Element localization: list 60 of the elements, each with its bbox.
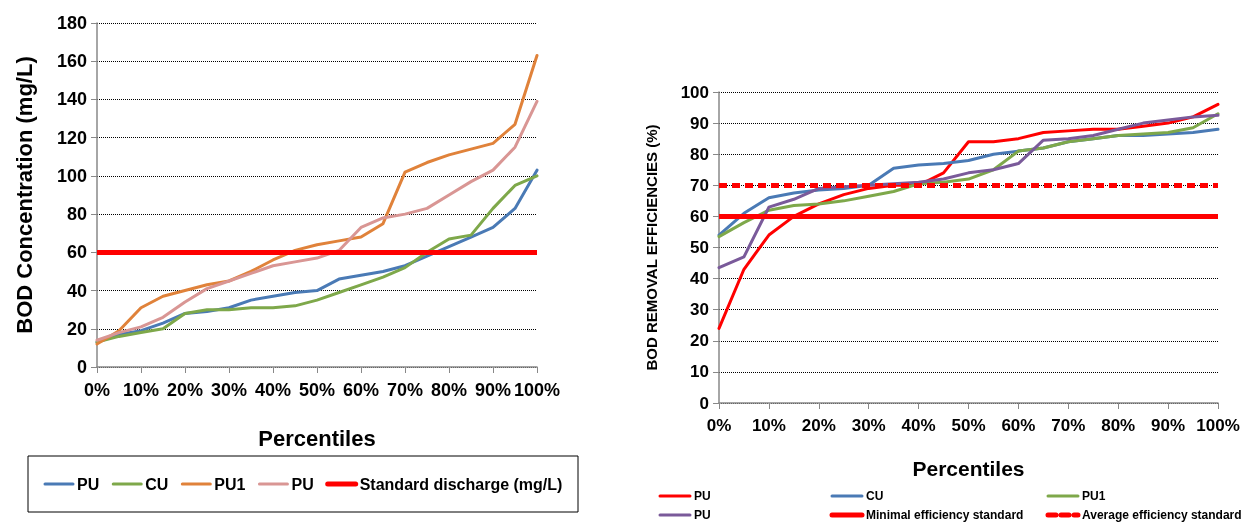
x-tick-label: 20% <box>801 416 836 435</box>
x-tick-label: 100% <box>1196 416 1240 435</box>
x-tick-label: 90% <box>1151 416 1186 435</box>
x-tick-label: 70% <box>1051 416 1086 435</box>
legend-label: PU <box>77 475 100 493</box>
legend-label: Average efficiency standard <box>1082 508 1242 522</box>
y-tick-label: 20 <box>66 318 87 339</box>
x-tick-label: 80% <box>430 380 468 400</box>
x-tick-label: 60% <box>1001 416 1036 435</box>
x-axis-title: Percentiles <box>912 457 1025 480</box>
x-tick-label: 50% <box>298 380 336 400</box>
legend-label: PU <box>694 489 711 503</box>
y-tick-label: 40 <box>66 280 87 301</box>
x-tick-label: 40% <box>901 416 936 435</box>
x-axis-title: Percentiles <box>258 425 376 451</box>
y-tick-label: 70 <box>690 175 709 195</box>
x-tick-label: 100% <box>513 380 561 400</box>
x-tick-label: 40% <box>254 380 292 400</box>
x-tick-label: 80% <box>1101 416 1136 435</box>
y-tick-label: 60 <box>66 242 87 263</box>
x-tick-label: 30% <box>851 416 886 435</box>
y-tick-label: 180 <box>56 13 87 33</box>
y-tick-label: 160 <box>56 51 87 72</box>
legend-label: CU <box>866 489 884 503</box>
x-tick-label: 10% <box>751 416 786 435</box>
y-tick-label: 50 <box>690 238 709 257</box>
y-tick-label: 20 <box>690 331 709 351</box>
x-tick-label: 10% <box>122 380 160 400</box>
y-tick-label: 0 <box>699 393 709 413</box>
y-tick-label: 140 <box>56 89 87 110</box>
x-tick-label: 90% <box>474 380 512 400</box>
y-tick-label: 0 <box>76 357 87 377</box>
line-series <box>717 113 1220 270</box>
x-tick-label: 20% <box>166 380 204 400</box>
x-tick-label: 60% <box>342 380 380 400</box>
y-tick-label: 60 <box>690 206 709 226</box>
line-series <box>95 99 539 342</box>
y-tick-label: 40 <box>690 269 709 289</box>
legend-label: Minimal efficiency standard <box>866 508 1024 522</box>
x-tick-label: 30% <box>210 380 248 400</box>
y-axis-title: BOD REMOVAL EFFICIENCIES (%) <box>643 124 660 371</box>
y-tick-label: 80 <box>66 204 87 225</box>
legend-label: PU1 <box>214 475 246 493</box>
y-tick-label: 120 <box>56 127 87 148</box>
y-axis-title: BOD Concentration (mg/L) <box>11 56 37 334</box>
legend-label: PU1 <box>1082 489 1106 503</box>
legend-label: Standard discharge (mg/L) <box>359 475 563 493</box>
y-tick-label: 80 <box>690 144 709 164</box>
y-tick-label: 30 <box>690 300 709 320</box>
y-tick-label: 100 <box>680 82 709 102</box>
legend-label: PU <box>694 508 711 522</box>
y-tick-label: 90 <box>690 113 709 133</box>
legend-label: PU <box>291 475 314 493</box>
x-tick-label: 0% <box>706 416 732 435</box>
x-tick-label: 50% <box>951 416 986 435</box>
x-tick-label: 0% <box>83 380 111 400</box>
x-tick-label: 70% <box>386 380 424 400</box>
y-tick-label: 100 <box>56 165 87 186</box>
legend-label: CU <box>145 475 169 493</box>
y-tick-label: 10 <box>690 362 709 382</box>
